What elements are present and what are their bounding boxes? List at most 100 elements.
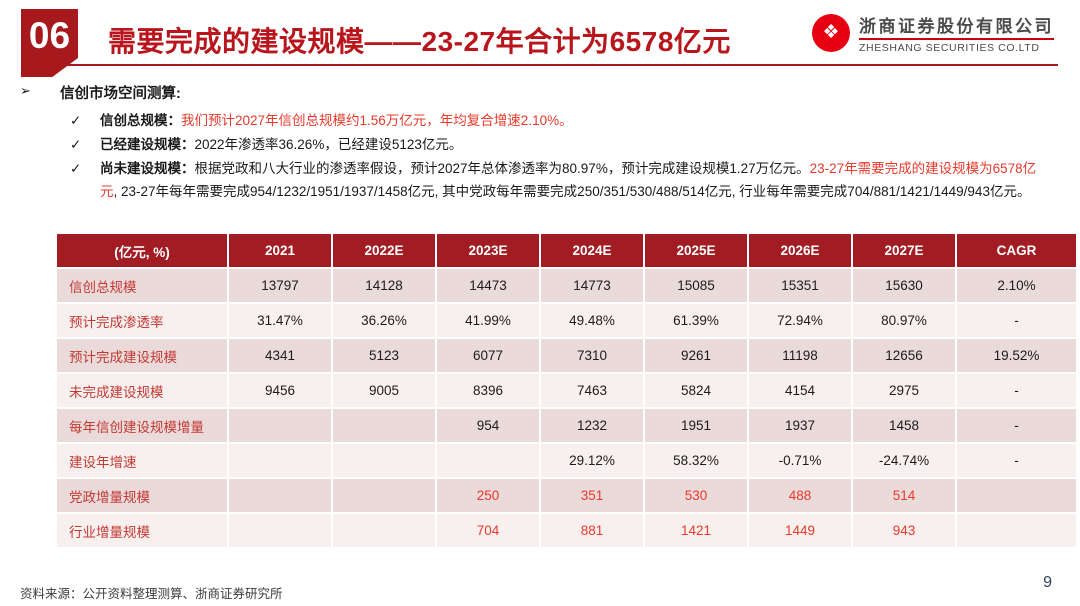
table-cell: 9005 <box>333 374 435 407</box>
logo-name-en: ZHESHANG SECURITIES CO.LTD <box>859 42 1040 54</box>
table-cell <box>333 514 435 547</box>
sub-bullet: ✓ 尚未建设规模：根据党政和八大行业的渗透率假设，预计2027年总体渗透率为80.… <box>20 157 1048 203</box>
table-cell: 80.97% <box>853 304 955 337</box>
row-label: 行业增量规模 <box>57 514 227 547</box>
table-cell: 954 <box>437 409 539 442</box>
column-header: 2026E <box>749 234 851 267</box>
table-cell: 351 <box>541 479 643 512</box>
top-bullet: ➢ 信创市场空间测算: <box>20 82 1048 103</box>
table-cell: 19.52% <box>957 339 1076 372</box>
table-row: 每年信创建设规模增量 954 1232 1951 1937 1458- <box>57 409 1076 442</box>
table-cell <box>229 444 331 477</box>
table-cell: 2975 <box>853 374 955 407</box>
table-cell: 2.10% <box>957 269 1076 302</box>
table-cell <box>229 409 331 442</box>
bullet-text: 23-27年需要完成的建设规模为6578亿元 <box>100 161 1037 199</box>
bullet-label: 信创总规模： <box>100 113 181 128</box>
table-cell: 14773 <box>541 269 643 302</box>
table-cell: 13797 <box>229 269 331 302</box>
page-number: 9 <box>1043 574 1052 591</box>
arrow-bullet-icon: ➢ <box>20 83 31 98</box>
data-table: (亿元, %) 2021 2022E 2023E 2024E 2025E 2026E 2027… <box>55 232 1078 549</box>
table-cell: 12656 <box>853 339 955 372</box>
table-cell <box>957 514 1076 547</box>
table-cell: 6077 <box>437 339 539 372</box>
column-header: 2024E <box>541 234 643 267</box>
row-label: 每年信创建设规模增量 <box>57 409 227 442</box>
table-cell: 11198 <box>749 339 851 372</box>
row-label: 建设年增速 <box>57 444 227 477</box>
table-cell: 1232 <box>541 409 643 442</box>
table-cell: 15630 <box>853 269 955 302</box>
table-cell: 29.12% <box>541 444 643 477</box>
row-label: 预计完成渗透率 <box>57 304 227 337</box>
table-cell: 4341 <box>229 339 331 372</box>
table-cell: 15351 <box>749 269 851 302</box>
table-cell: 49.48% <box>541 304 643 337</box>
sub-bullet-list: ✓ 信创总规模：我们预计2027年信创总规模约1.56万亿元，年均复合增速2.10… <box>20 109 1048 203</box>
table-cell: 7310 <box>541 339 643 372</box>
column-header: (亿元, %) <box>57 234 227 267</box>
table-cell: 8396 <box>437 374 539 407</box>
table-cell <box>437 444 539 477</box>
bullet-text: 我们预计2027年信创总规模约1.56万亿元，年均复合增速2.10%。 <box>181 113 573 128</box>
source-note: 资料来源：公开资料整理测算、浙商证券研究所 <box>20 587 283 601</box>
row-label: 未完成建设规模 <box>57 374 227 407</box>
row-label: 党政增量规模 <box>57 479 227 512</box>
table-row: 党政增量规模 250 351 530 488 514 <box>57 479 1076 512</box>
column-header: 2021 <box>229 234 331 267</box>
table-cell: 943 <box>853 514 955 547</box>
table-cell: - <box>957 304 1076 337</box>
check-icon: ✓ <box>70 137 82 152</box>
table-cell: -24.74% <box>853 444 955 477</box>
table-cell: 41.99% <box>437 304 539 337</box>
table-cell: 250 <box>437 479 539 512</box>
table-row: 行业增量规模 704 881 1421 1449 943 <box>57 514 1076 547</box>
table-cell: 1421 <box>645 514 747 547</box>
row-label: 预计完成建设规模 <box>57 339 227 372</box>
table-cell <box>229 514 331 547</box>
table-cell: 704 <box>437 514 539 547</box>
table-cell <box>333 444 435 477</box>
column-header: 2025E <box>645 234 747 267</box>
zheshang-logo-icon: ❖ <box>812 14 850 52</box>
bullet-section: ➢ 信创市场空间测算: ✓ 信创总规模：我们预计2027年信创总规模约1.56万亿… <box>20 82 1048 203</box>
table-cell: 72.94% <box>749 304 851 337</box>
column-header: CAGR <box>957 234 1076 267</box>
bullet-text: , 23-27年每年需要完成954/1232/1951/1937/1458亿元,… <box>113 184 1031 199</box>
check-icon: ✓ <box>70 113 82 128</box>
column-header: 2022E <box>333 234 435 267</box>
logo-text: 浙商证券股份有限公司 ZHESHANG SECURITIES CO.LTD <box>859 12 1054 54</box>
bullet-label: 尚未建设规模： <box>100 161 195 176</box>
table-cell: 1458 <box>853 409 955 442</box>
table-cell: 1449 <box>749 514 851 547</box>
table-cell: 36.26% <box>333 304 435 337</box>
table-cell: 1951 <box>645 409 747 442</box>
table-row: 未完成建设规模 9456 9005 8396 7463 5824 4154 2975- <box>57 374 1076 407</box>
table-cell: 514 <box>853 479 955 512</box>
table-cell: 15085 <box>645 269 747 302</box>
column-header: 2027E <box>853 234 955 267</box>
table-cell: 5824 <box>645 374 747 407</box>
bullet-label: 已经建设规模： <box>100 137 195 152</box>
header-divider <box>21 64 1058 66</box>
sub-bullet: ✓ 信创总规模：我们预计2027年信创总规模约1.56万亿元，年均复合增速2.10… <box>20 109 1048 132</box>
column-header: 2023E <box>437 234 539 267</box>
table-cell: -0.71% <box>749 444 851 477</box>
check-icon: ✓ <box>70 161 82 176</box>
table-row: 信创总规模 13797 14128 14473 14773 15085 15351 15630… <box>57 269 1076 302</box>
table-header-row: (亿元, %) 2021 2022E 2023E 2024E 2025E 2026E 2027… <box>57 234 1076 267</box>
table-cell: 9456 <box>229 374 331 407</box>
table-row: 建设年增速 29.12% 58.32% -0.71% -24.74% - <box>57 444 1076 477</box>
table-cell: 58.32% <box>645 444 747 477</box>
section-number-badge: 06 <box>21 9 78 77</box>
table-cell: 9261 <box>645 339 747 372</box>
company-logo: ❖ 浙商证券股份有限公司 ZHESHANG SECURITIES CO.LTD <box>812 12 1054 54</box>
table-cell: 14473 <box>437 269 539 302</box>
table-row: 预计完成渗透率 31.47% 36.26% 41.99% 49.48% 61.39% 72.… <box>57 304 1076 337</box>
top-bullet-label: 信创市场空间测算: <box>60 86 181 102</box>
table-cell: 881 <box>541 514 643 547</box>
logo-divider <box>859 38 1054 40</box>
row-label: 信创总规模 <box>57 269 227 302</box>
table-cell: 4154 <box>749 374 851 407</box>
